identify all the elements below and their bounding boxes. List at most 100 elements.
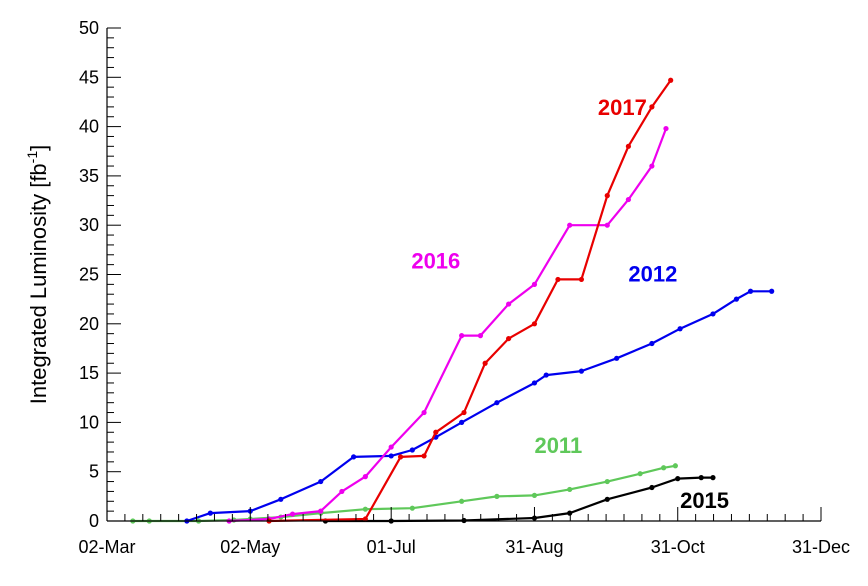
data-point — [531, 492, 538, 498]
series-line-2012 — [186, 290, 772, 523]
data-point — [494, 400, 500, 406]
series-2015 — [322, 475, 716, 524]
data-point — [567, 510, 573, 516]
x-tick-label: 31-Dec — [792, 537, 850, 557]
data-point — [625, 196, 632, 203]
data-point — [409, 447, 415, 453]
y-axis-title-text: Integrated Luminosity [fb — [26, 163, 51, 404]
y-axis-title-close: ] — [26, 145, 51, 151]
data-point — [531, 380, 538, 386]
data-point — [649, 104, 655, 110]
data-point — [677, 326, 683, 332]
x-tick-label: 01-Jul — [367, 537, 416, 557]
data-point — [289, 511, 296, 517]
data-point — [578, 368, 585, 374]
data-point — [351, 454, 357, 460]
y-tick-label: 20 — [79, 314, 99, 334]
data-point — [769, 288, 775, 294]
series-line-2015 — [325, 476, 713, 523]
data-point — [461, 409, 467, 416]
series-label-2015: 2015 — [680, 488, 729, 513]
data-point — [567, 486, 573, 493]
data-point — [207, 510, 213, 516]
data-point — [543, 372, 549, 378]
data-point — [649, 340, 655, 347]
data-point — [278, 496, 284, 502]
data-point — [698, 475, 704, 481]
data-point — [339, 488, 345, 495]
data-point — [555, 276, 561, 283]
data-point — [318, 478, 324, 485]
data-point — [604, 222, 610, 228]
data-point — [433, 429, 439, 435]
data-point — [661, 465, 667, 471]
data-point — [531, 321, 538, 327]
series-2016 — [226, 125, 669, 524]
data-point — [506, 335, 512, 342]
data-point — [388, 444, 394, 450]
series-label-2017: 2017 — [598, 95, 647, 120]
data-point — [477, 333, 484, 339]
labels-layer: 2011 2012 2015 2016 2017 — [411, 95, 729, 513]
data-point — [672, 463, 678, 469]
axes-layer: 0 5 10 15 20 25 30 35 40 45 50 02-Mar 02-May 01-Jul 31… — [24, 18, 850, 557]
y-tick-label: 5 — [89, 462, 99, 482]
data-point — [668, 77, 674, 83]
data-point — [649, 484, 655, 491]
data-point — [494, 493, 500, 499]
data-point — [362, 516, 368, 522]
series-label-2012: 2012 — [628, 261, 677, 286]
data-point — [637, 471, 643, 477]
data-point — [614, 355, 620, 361]
y-tick-label: 35 — [79, 166, 99, 186]
series-2017 — [266, 77, 674, 524]
data-point — [733, 296, 740, 302]
data-point — [663, 125, 669, 132]
y-tick-label: 40 — [79, 117, 99, 137]
data-point — [421, 453, 427, 459]
data-point — [710, 475, 716, 481]
data-point — [459, 419, 465, 425]
data-point — [710, 311, 716, 317]
y-tick-label: 30 — [79, 215, 99, 235]
y-tick-label: 50 — [79, 18, 99, 38]
series-line-2017 — [269, 79, 672, 523]
data-point — [649, 163, 655, 169]
data-point — [362, 474, 368, 480]
data-point — [506, 301, 512, 307]
y-axis-title: Integrated Luminosity [fb-1] — [24, 145, 51, 405]
y-tick-label: 25 — [79, 265, 99, 285]
y-tick-label: 10 — [79, 412, 99, 432]
data-point — [625, 143, 632, 149]
data-point — [604, 478, 610, 485]
data-point — [397, 454, 404, 460]
data-point — [421, 409, 427, 416]
data-point — [318, 508, 324, 514]
data-point — [362, 506, 368, 512]
y-tick-label: 45 — [79, 67, 99, 87]
data-point — [675, 476, 681, 482]
data-point — [604, 496, 610, 502]
x-tick-label: 31-Aug — [505, 537, 563, 557]
series-label-2016: 2016 — [411, 249, 460, 274]
y-axis-title-unit: -1 — [24, 151, 40, 164]
data-point — [567, 222, 573, 228]
series-label-2011: 2011 — [534, 433, 582, 458]
series-line-2016 — [229, 128, 668, 523]
data-point — [531, 281, 538, 287]
data-point — [388, 453, 394, 459]
data-point — [459, 333, 465, 339]
data-point — [409, 505, 415, 511]
x-tick-label: 02-Mar — [78, 537, 135, 557]
x-tick-label: 02-May — [220, 537, 280, 557]
data-point — [459, 498, 465, 504]
y-tick-label: 15 — [79, 363, 99, 383]
series-2012 — [184, 288, 775, 524]
data-point — [747, 288, 754, 294]
x-tick-label: 31-Oct — [651, 537, 705, 557]
data-point — [482, 360, 488, 366]
series-layer — [130, 77, 775, 524]
data-point — [604, 193, 610, 199]
